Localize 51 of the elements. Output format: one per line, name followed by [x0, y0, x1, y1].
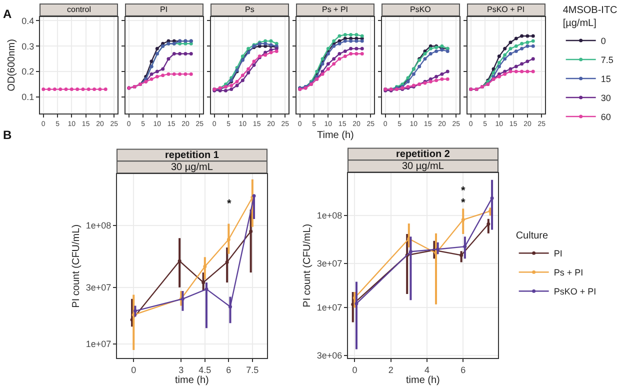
y-tick-label: 3e+07: [86, 282, 112, 293]
x-tick-label: 4: [424, 364, 430, 375]
y-tick-label: 0.4: [22, 16, 34, 26]
legend-label: 60: [600, 112, 611, 122]
x-tick-label: 3: [178, 364, 184, 375]
legend-label: Ps + PI: [554, 268, 584, 278]
y-tick-label: 3e+06: [316, 350, 342, 361]
chart-title: Ps: [245, 5, 254, 14]
y-tick-label: 1e+07: [86, 339, 112, 350]
x-axis-title: time (h): [406, 375, 440, 386]
y-tick-label: 3e+07: [316, 258, 342, 269]
text: B: [3, 128, 12, 142]
x-axis-title: Time (h): [317, 130, 354, 141]
x-tick-label: 0: [352, 364, 358, 375]
legend-label: 0: [600, 36, 606, 46]
chart-title: PsKO: [410, 5, 431, 14]
x-tick-label: 6: [226, 364, 232, 375]
y-tick-label: 1e+07: [316, 302, 342, 313]
y-tick-label: 1e+08: [86, 220, 112, 230]
x-tick-label: 7.5: [246, 364, 259, 375]
chart-title: PI: [160, 5, 168, 14]
y-axis-title: OD(600nm): [6, 39, 18, 92]
legend-label: 7.5: [600, 55, 614, 66]
legend-label: PsKO + PI: [554, 286, 596, 297]
annotation: *: [227, 198, 232, 210]
annotation: *: [461, 197, 466, 209]
chart-title: repetition 2: [396, 149, 450, 160]
legend-label: 15: [600, 74, 611, 84]
text: A: [3, 7, 12, 21]
y-tick-label: 0.2: [22, 66, 34, 77]
annotation: *: [461, 185, 466, 197]
x-tick-label: 4.5: [198, 364, 212, 375]
y-axis-title: PI count (CFU/mL): [302, 224, 313, 308]
chart-title: Ps + PI: [322, 5, 348, 14]
x-axis-title: time (h): [175, 375, 209, 386]
legend-label: 30: [600, 93, 611, 104]
chart-subtitle: 30 µg/mL: [402, 161, 444, 172]
x-tick-label: 2: [388, 364, 394, 375]
legend-title: Culture: [516, 230, 548, 242]
chart-subtitle: 30 µg/mL: [171, 162, 214, 173]
y-tick-label: 0.1: [22, 92, 34, 102]
y-tick-label: 0.3: [22, 41, 34, 52]
chart-title: PsKO + PI: [487, 5, 525, 14]
y-axis-title: PI count (CFU/mL): [70, 224, 82, 308]
chart-title: control: [67, 5, 92, 14]
y-tick-label: 1e+08: [316, 210, 342, 221]
legend-title: 4MSOB-ITC [µg/mL]: [562, 5, 618, 29]
legend-label: PI: [554, 248, 562, 259]
x-tick-label: 6: [460, 364, 466, 375]
chart-title: repetition 1: [165, 150, 220, 161]
x-tick-label: 0: [131, 364, 136, 375]
